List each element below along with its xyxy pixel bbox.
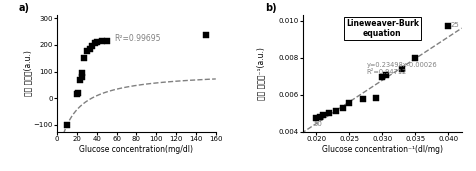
Point (326, 112, 333, 115)
Point (78, 71, 86, 74)
Text: 25: 25 (450, 22, 459, 28)
Point (312, 116, 320, 119)
Point (98, 40, 106, 42)
Point (372, 97, 379, 100)
Point (332, 110, 340, 113)
Point (80, 57, 88, 60)
Point (378, 76, 386, 79)
Point (83, 50, 90, 53)
Point (91, 42, 99, 45)
Text: y=0.23498x-0.00026
R²=0.94712: y=0.23498x-0.00026 R²=0.94712 (367, 62, 437, 75)
Point (88, 45, 96, 48)
Point (412, 56, 419, 59)
X-axis label: Glucose concentration⁻¹(dl/mg): Glucose concentration⁻¹(dl/mg) (322, 145, 443, 154)
Point (382, 74, 389, 77)
Text: a): a) (19, 3, 30, 13)
Point (63, 124, 71, 126)
Y-axis label: 신호 변화량⁻¹(a.u.): 신호 변화량⁻¹(a.u.) (256, 47, 265, 100)
Point (346, 102, 353, 104)
Point (202, 34, 210, 37)
Text: b): b) (265, 3, 277, 13)
Point (74, 91, 82, 94)
Text: Lineweaver-Burk
equation: Lineweaver-Burk equation (346, 19, 419, 38)
Point (445, 25, 452, 28)
Text: 50: 50 (313, 121, 322, 127)
Point (316, 116, 323, 118)
Y-axis label: 신호 변화량(a.u.): 신호 변화량(a.u.) (23, 51, 32, 96)
Point (398, 68, 406, 70)
X-axis label: Glucose concentration(mg/dl): Glucose concentration(mg/dl) (79, 145, 193, 154)
Point (319, 114, 327, 116)
Point (339, 106, 347, 109)
Point (359, 98, 367, 101)
Point (93, 41, 100, 43)
Point (78, 76, 86, 78)
Text: R²=0.99695: R²=0.99695 (114, 34, 161, 43)
Point (73, 93, 81, 96)
Point (86, 47, 94, 50)
Point (76, 78, 84, 81)
Point (103, 40, 110, 42)
